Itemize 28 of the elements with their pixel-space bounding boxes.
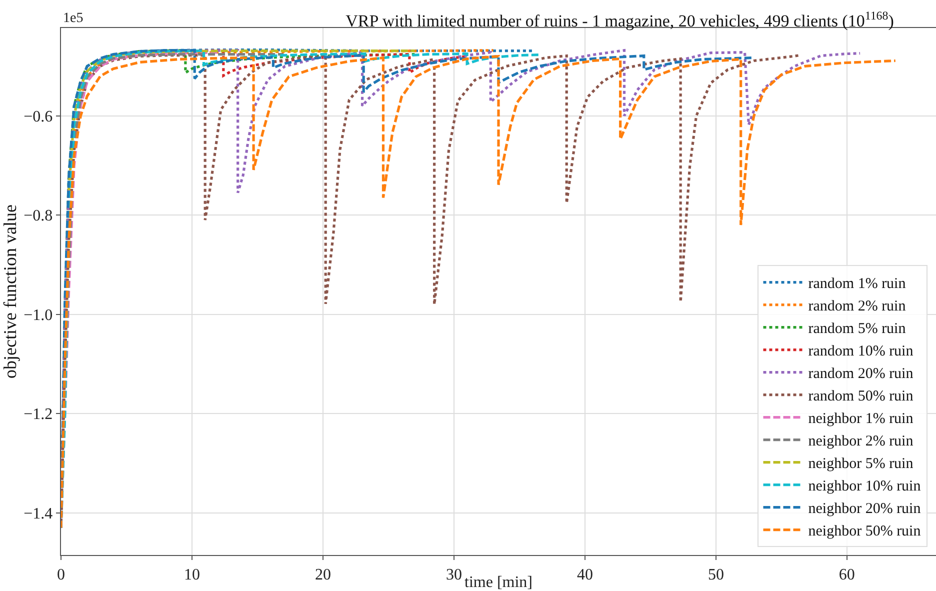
x-tick-label: 20	[314, 566, 331, 584]
text: 1e5	[63, 11, 84, 26]
y-tick-label: −1.4	[24, 505, 53, 522]
y-tick-label: −1.2	[24, 406, 53, 424]
x-tick-label: 60	[838, 566, 855, 584]
chart-title: VRP with limited number of ruins - 1 magazine, 20 vehicles, 499 clients (10$^{1168}$)	[346, 8, 894, 31]
legend-label: random 1% ruin	[808, 276, 906, 292]
y-tick-label: −1.0	[24, 306, 53, 324]
legend-label: neighbor 2% ruin	[808, 434, 914, 450]
legend-label: neighbor 10% ruin	[808, 478, 922, 495]
legend-label: neighbor 5% ruin	[808, 456, 914, 472]
legend-label: random 2% ruin	[808, 298, 906, 315]
legend-label: neighbor 1% ruin	[808, 411, 914, 428]
x-tick-label: 0	[57, 566, 65, 584]
y-tick-label: −0.6	[24, 108, 53, 126]
legend-label: random 20% ruin	[808, 366, 914, 382]
x-tick-label: 30	[446, 566, 462, 584]
x-axis-title: time [min]	[464, 574, 532, 591]
legend-label: random 50% ruin	[808, 388, 914, 405]
x-tick-label: 10	[184, 566, 200, 584]
legend-label: random 5% ruin	[808, 321, 906, 338]
y-axis-title: objective function value	[0, 204, 20, 378]
legend-label: neighbor 50% ruin	[808, 524, 922, 540]
x-tick-label: 40	[576, 566, 593, 584]
x-tick-label: 50	[708, 566, 724, 584]
legend-label: random 10% ruin	[808, 344, 914, 360]
legend-label: neighbor 20% ruin	[808, 501, 922, 518]
y-tick-label: −0.8	[24, 208, 53, 225]
